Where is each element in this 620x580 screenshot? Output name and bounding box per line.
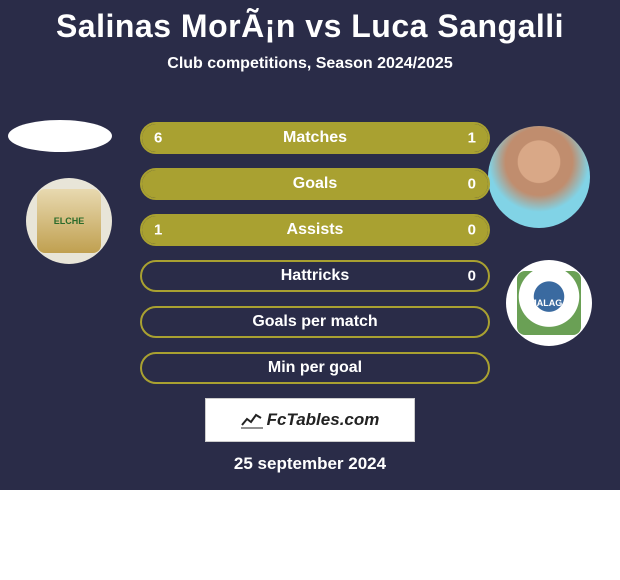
stat-label: Assists bbox=[287, 221, 344, 239]
stat-row: Min per goal bbox=[140, 352, 490, 384]
stat-row: 6 Matches 1 bbox=[140, 122, 490, 154]
page-title: Salinas MorÃ¡n vs Luca Sangalli bbox=[0, 0, 620, 45]
subtitle-text: Club competitions, Season 2024/2025 bbox=[0, 55, 620, 73]
stat-value-right: 0 bbox=[468, 268, 476, 285]
stat-label: Goals bbox=[293, 175, 337, 193]
stat-fill-right bbox=[439, 124, 488, 152]
comparison-card: Salinas MorÃ¡n vs Luca Sangalli Club com… bbox=[0, 0, 620, 490]
stat-row: Goals per match bbox=[140, 306, 490, 338]
stat-value-right: 0 bbox=[468, 222, 476, 239]
stat-row: Hattricks 0 bbox=[140, 260, 490, 292]
stat-row: Goals 0 bbox=[140, 168, 490, 200]
player1-club-badge: ELCHE bbox=[26, 178, 112, 264]
stat-label: Goals per match bbox=[252, 313, 377, 331]
stat-row: 1 Assists 0 bbox=[140, 214, 490, 246]
stat-label: Matches bbox=[283, 129, 347, 147]
stat-value-left: 1 bbox=[154, 222, 162, 239]
stat-label: Hattricks bbox=[281, 267, 349, 285]
player2-club-badge: MALAGA bbox=[506, 260, 592, 346]
club-badge-icon: MALAGA bbox=[517, 271, 581, 335]
stat-value-right: 0 bbox=[468, 176, 476, 193]
stat-value-right: 1 bbox=[468, 130, 476, 147]
stats-container: 6Matches1Goals01Assists0Hattricks0Goals … bbox=[140, 122, 490, 398]
club-badge-icon: ELCHE bbox=[37, 189, 101, 253]
player1-avatar bbox=[8, 120, 112, 152]
player2-avatar bbox=[488, 126, 590, 228]
stat-label: Min per goal bbox=[268, 359, 362, 377]
stat-value-left: 6 bbox=[154, 130, 162, 147]
brand-badge: FcTables.com bbox=[205, 398, 415, 442]
date-text: 25 september 2024 bbox=[0, 454, 620, 474]
brand-chart-icon bbox=[241, 411, 263, 429]
brand-text: FcTables.com bbox=[267, 410, 380, 430]
